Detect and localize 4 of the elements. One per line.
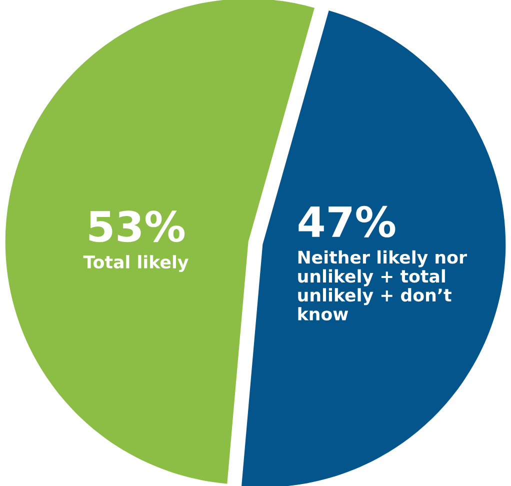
data-label: 47% bbox=[298, 206, 396, 238]
data-label: 53% bbox=[89, 210, 185, 242]
slice-label: Neither likely nor unlikely + total unlikely + don’t know bbox=[298, 250, 467, 321]
slice-label: Total likely bbox=[83, 255, 188, 272]
